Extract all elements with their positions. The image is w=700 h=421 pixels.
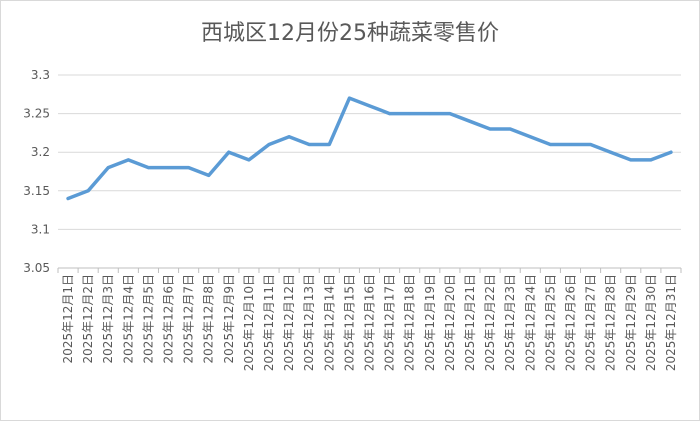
x-tick-label: 2025年12月10日 xyxy=(242,274,256,371)
data-point xyxy=(448,112,452,116)
data-point xyxy=(227,150,231,154)
data-point xyxy=(428,112,432,116)
x-tick-label: 2025年12月22日 xyxy=(483,274,497,371)
x-tick-label: 2025年12月29日 xyxy=(624,274,638,371)
data-point xyxy=(368,104,371,108)
x-tick-label: 2025年12月9日 xyxy=(222,274,236,363)
data-point xyxy=(589,142,593,146)
data-point xyxy=(629,158,633,162)
y-tick-label: 3.3 xyxy=(31,68,50,82)
data-point xyxy=(327,142,331,146)
x-tick-label: 2025年12月11日 xyxy=(262,274,276,371)
data-point xyxy=(528,135,532,139)
x-tick-label: 2025年12月14日 xyxy=(322,274,336,371)
data-point xyxy=(207,173,211,177)
x-tick-label: 2025年12月13日 xyxy=(302,274,316,371)
data-point xyxy=(167,166,171,170)
x-tick-label: 2025年12月12日 xyxy=(282,274,296,371)
data-point xyxy=(307,142,311,146)
x-tick-label: 2025年12月16日 xyxy=(363,274,377,371)
data-point xyxy=(106,166,110,170)
data-point xyxy=(609,150,613,154)
x-tick-label: 2025年12月17日 xyxy=(383,274,397,371)
data-point xyxy=(126,158,130,162)
x-tick-label: 2025年12月28日 xyxy=(604,274,618,371)
data-point xyxy=(388,112,392,116)
x-tick-label: 2025年12月7日 xyxy=(182,274,196,363)
x-tick-label: 2025年12月5日 xyxy=(141,274,155,363)
data-point xyxy=(548,142,552,146)
x-tick-label: 2025年12月24日 xyxy=(523,274,537,371)
data-point xyxy=(508,127,512,131)
data-point xyxy=(267,142,271,146)
data-point xyxy=(146,166,150,170)
x-tick-label: 2025年12月25日 xyxy=(543,274,557,371)
data-point xyxy=(347,96,351,100)
x-tick-label: 2025年12月31日 xyxy=(664,274,678,371)
y-tick-label: 3.05 xyxy=(23,261,50,275)
x-tick-label: 2025年12月27日 xyxy=(584,274,598,371)
data-point xyxy=(66,197,70,201)
x-tick-label: 2025年12月26日 xyxy=(563,274,577,371)
data-point xyxy=(408,112,412,116)
y-tick-label: 3.15 xyxy=(23,184,50,198)
x-tick-label: 2025年12月1日 xyxy=(61,274,75,363)
x-tick-label: 2025年12月20日 xyxy=(443,274,457,371)
x-tick-label: 2025年12月19日 xyxy=(423,274,437,371)
data-point xyxy=(86,189,90,193)
x-tick-label: 2025年12月6日 xyxy=(162,274,176,363)
x-tick-label: 2025年12月18日 xyxy=(403,274,417,371)
data-point xyxy=(287,135,291,139)
data-point xyxy=(468,119,472,123)
chart-title: 西城区12月份25种蔬菜零售价 xyxy=(201,21,499,46)
x-tick-label: 2025年12月15日 xyxy=(342,274,356,371)
x-tick-label: 2025年12月30日 xyxy=(644,274,658,371)
data-point xyxy=(568,142,572,146)
y-tick-label: 3.2 xyxy=(31,145,50,159)
y-tick-label: 3.1 xyxy=(31,222,50,236)
data-point xyxy=(187,166,191,170)
data-point xyxy=(669,150,673,154)
x-tick-label: 2025年12月23日 xyxy=(503,274,517,371)
data-point xyxy=(247,158,251,162)
x-tick-label: 2025年12月4日 xyxy=(121,274,135,363)
x-tick-label: 2025年12月2日 xyxy=(81,274,95,363)
x-tick-label: 2025年12月8日 xyxy=(202,274,216,363)
data-point xyxy=(488,127,492,131)
x-tick-label: 2025年12月21日 xyxy=(463,274,477,371)
data-point xyxy=(649,158,653,162)
y-tick-label: 3.25 xyxy=(23,107,50,121)
x-tick-label: 2025年12月3日 xyxy=(101,274,115,363)
